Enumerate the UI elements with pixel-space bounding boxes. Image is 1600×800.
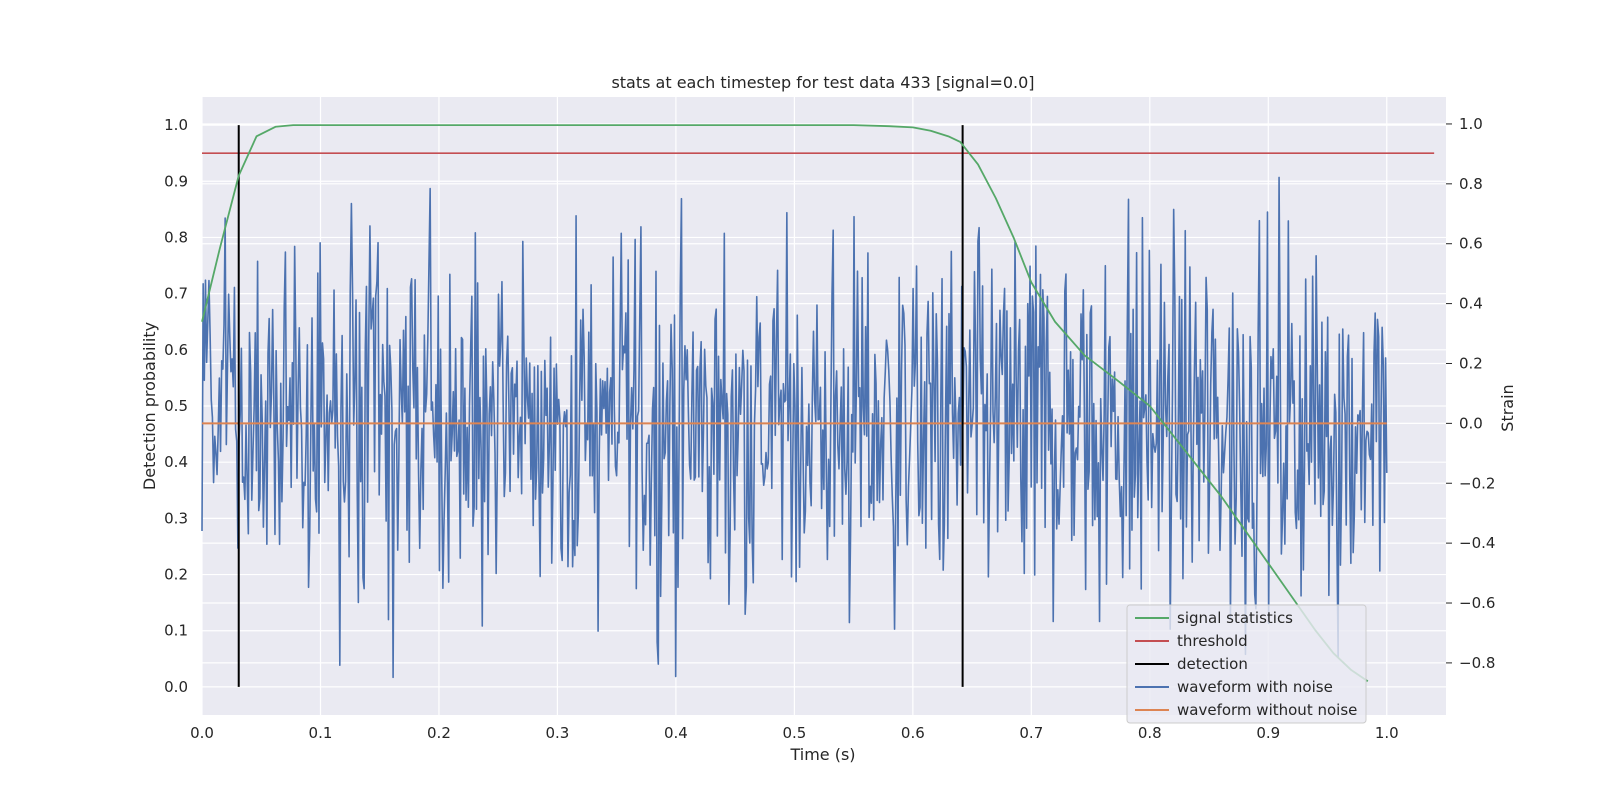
chart-title: stats at each timestep for test data 433… bbox=[611, 73, 1034, 92]
y-tick-label: 0.9 bbox=[164, 172, 188, 190]
legend-label: detection bbox=[1177, 655, 1248, 673]
y-tick-label: 0.2 bbox=[164, 566, 188, 584]
x-tick-label: 0.1 bbox=[309, 724, 333, 742]
legend-label: waveform without noise bbox=[1177, 701, 1357, 719]
y-tick-label: 1.0 bbox=[164, 116, 188, 134]
x-tick-label: 0.3 bbox=[545, 724, 569, 742]
y-tick-label: 0.8 bbox=[164, 228, 188, 246]
x-tick-label: 1.0 bbox=[1375, 724, 1399, 742]
y2-tick-label: −0.2 bbox=[1459, 474, 1495, 492]
legend-label: threshold bbox=[1177, 632, 1248, 650]
x-tick-label: 0.2 bbox=[427, 724, 451, 742]
x-tick-label: 0.9 bbox=[1256, 724, 1280, 742]
y2-axis-ticks: −0.8 −0.6 −0.4 −0.2 0.0 0.2 0.4 0.6 0.8 1.0 bbox=[1446, 115, 1495, 672]
x-tick-label: 0.0 bbox=[190, 724, 214, 742]
y-tick-label: 0.1 bbox=[164, 622, 188, 640]
y-tick-label: 0.6 bbox=[164, 341, 188, 359]
y2-tick-label: 1.0 bbox=[1459, 115, 1483, 133]
x-tick-label: 0.4 bbox=[664, 724, 688, 742]
x-tick-label: 0.6 bbox=[901, 724, 925, 742]
y2-tick-label: 0.4 bbox=[1459, 295, 1483, 313]
y2-tick-label: 0.2 bbox=[1459, 354, 1483, 372]
x-tick-label: 0.5 bbox=[782, 724, 806, 742]
y-tick-label: 0.0 bbox=[164, 678, 188, 696]
series-waveform-with-noise bbox=[201, 176, 1388, 679]
y-tick-label: 0.5 bbox=[164, 397, 188, 415]
y-tick-label: 0.7 bbox=[164, 285, 188, 303]
y2-tick-label: −0.4 bbox=[1459, 534, 1495, 552]
y-axis-ticks: 0.0 0.1 0.2 0.3 0.4 0.5 0.6 0.7 0.8 0.9 1.0 bbox=[164, 116, 188, 696]
x-tick-label: 0.7 bbox=[1019, 724, 1043, 742]
x-tick-label: 0.8 bbox=[1138, 724, 1162, 742]
y2-tick-label: −0.8 bbox=[1459, 654, 1495, 672]
x-axis-ticks: 0.0 0.1 0.2 0.3 0.4 0.5 0.6 0.7 0.8 0.9 1.0 bbox=[190, 724, 1399, 742]
y2-axis-label: Strain bbox=[1498, 384, 1517, 431]
series-signal-statistics bbox=[201, 124, 1369, 683]
legend-box bbox=[1126, 604, 1367, 724]
y2-tick-label: 0.8 bbox=[1459, 175, 1483, 193]
legend-label: signal statistics bbox=[1177, 609, 1293, 627]
legend-label: waveform with noise bbox=[1177, 678, 1333, 696]
y-axis-label: Detection probability bbox=[140, 322, 159, 490]
x-axis-label: Time (s) bbox=[789, 745, 855, 764]
legend: signal statistics threshold detection wavef… bbox=[1126, 604, 1367, 724]
series-layer bbox=[201, 124, 1435, 687]
y2-tick-label: 0.6 bbox=[1459, 235, 1483, 253]
y-tick-label: 0.4 bbox=[164, 453, 188, 471]
y-tick-label: 0.3 bbox=[164, 509, 188, 527]
y2-tick-label: −0.6 bbox=[1459, 594, 1495, 612]
y2-tick-label: 0.0 bbox=[1459, 414, 1483, 432]
